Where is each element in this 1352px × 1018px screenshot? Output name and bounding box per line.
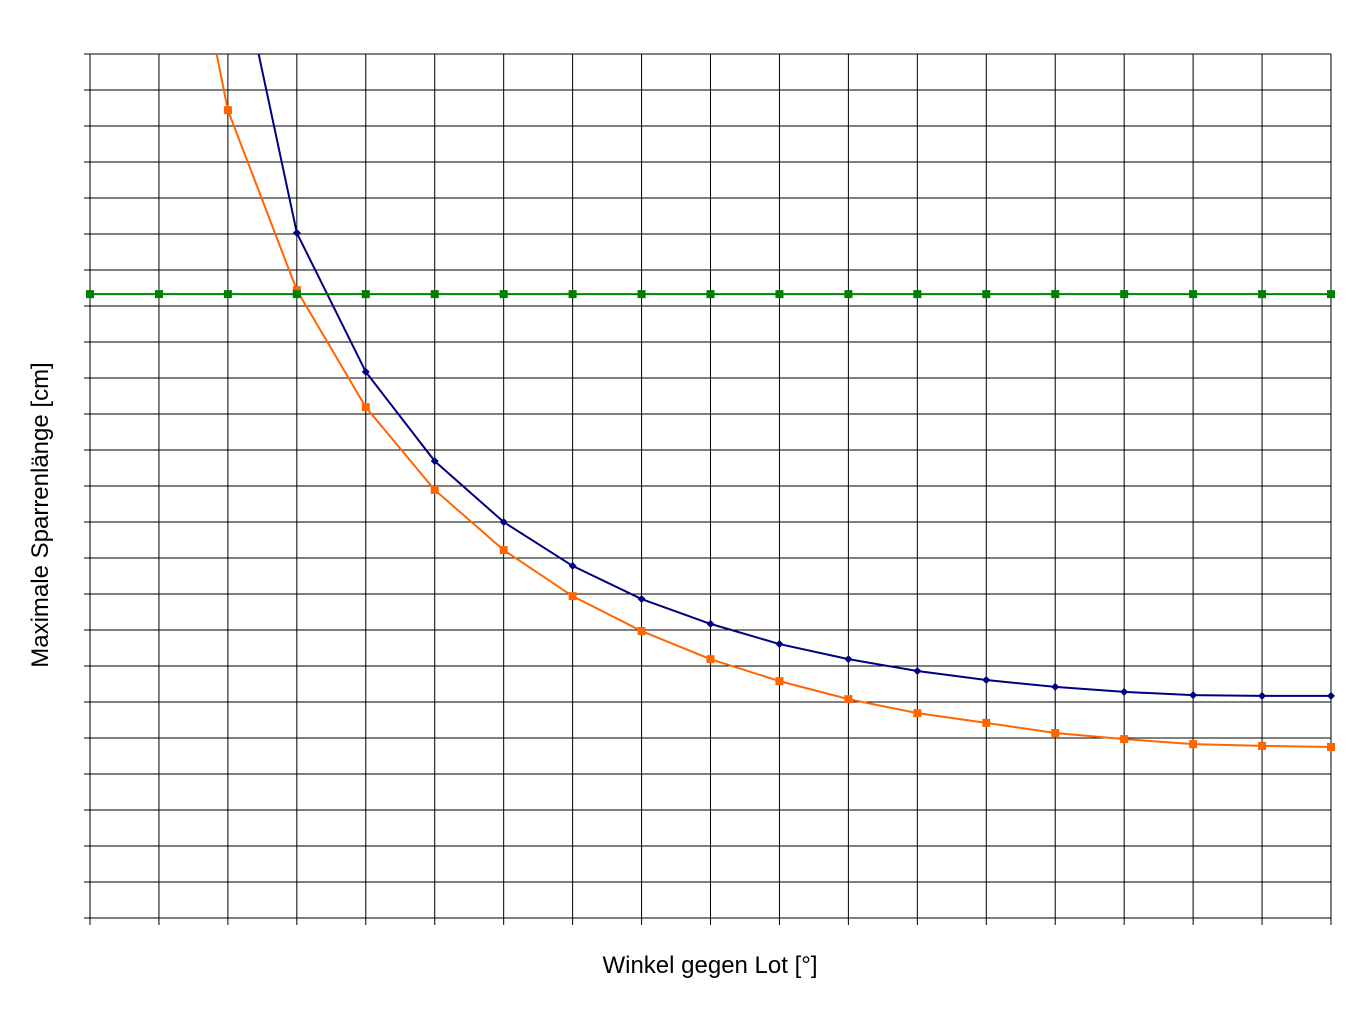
data-point <box>844 655 853 664</box>
data-point <box>1327 290 1335 299</box>
data-point <box>1189 290 1198 299</box>
data-point <box>982 718 991 727</box>
data-point <box>223 290 232 299</box>
data-point <box>1189 740 1198 749</box>
data-point <box>1258 290 1267 299</box>
plot-area <box>86 54 1335 751</box>
data-point <box>499 518 508 526</box>
data-point <box>844 695 853 704</box>
data-point <box>637 290 646 299</box>
data-point <box>637 627 646 636</box>
data-point <box>361 290 370 299</box>
data-point <box>775 290 784 299</box>
grid <box>84 53 1332 925</box>
data-point <box>568 592 577 601</box>
data-point <box>1258 741 1267 750</box>
data-point <box>292 228 301 237</box>
data-point <box>86 290 94 299</box>
data-point <box>292 290 301 299</box>
data-point <box>1051 290 1060 299</box>
data-point <box>499 290 508 299</box>
data-point <box>568 561 577 570</box>
data-point <box>430 485 439 494</box>
data-point <box>1189 691 1198 700</box>
data-point <box>361 403 370 412</box>
data-point <box>361 367 370 376</box>
data-point <box>775 677 784 686</box>
data-point <box>499 546 508 555</box>
x-axis-label: Winkel gegen Lot [°] <box>602 952 817 979</box>
data-point <box>1120 290 1129 299</box>
data-point <box>568 290 577 299</box>
series-line <box>215 54 1332 748</box>
data-point <box>430 290 439 299</box>
data-point <box>706 619 715 628</box>
data-point <box>913 667 922 676</box>
data-point <box>1120 735 1129 744</box>
data-point <box>844 290 853 299</box>
data-point <box>706 290 715 299</box>
data-point <box>913 290 922 299</box>
data-point <box>1051 682 1060 691</box>
data-point <box>1327 691 1335 700</box>
data-point <box>1120 687 1129 696</box>
data-point <box>223 106 232 115</box>
data-point <box>1051 728 1060 737</box>
y-axis-label: Maximale Sparrenlänge [cm] <box>27 362 54 667</box>
data-point <box>913 709 922 718</box>
data-point <box>1327 743 1335 751</box>
data-point <box>637 595 646 604</box>
data-point <box>706 655 715 664</box>
data-point <box>154 290 163 299</box>
data-point <box>775 640 784 649</box>
data-point <box>982 290 991 299</box>
data-point <box>1258 691 1267 700</box>
data-point <box>982 676 991 685</box>
data-point <box>430 457 439 466</box>
